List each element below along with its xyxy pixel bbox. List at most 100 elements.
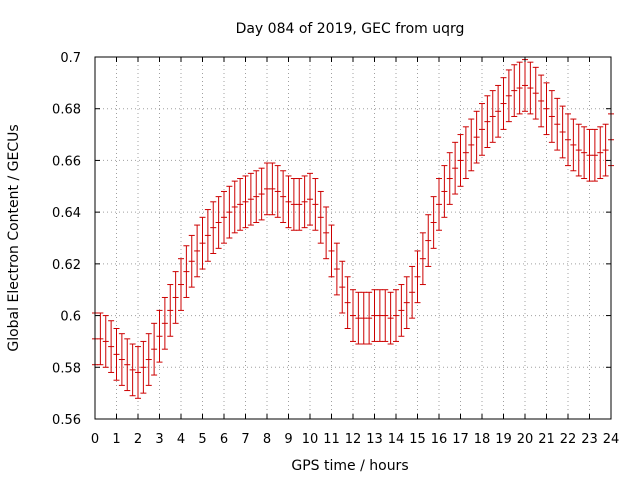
data-point <box>237 178 244 231</box>
data-point <box>124 338 131 392</box>
data-point <box>495 84 502 138</box>
data-point <box>135 346 141 399</box>
data-point <box>323 206 330 260</box>
x-tick-label: 17 <box>452 432 469 447</box>
x-tick-label: 9 <box>284 432 292 447</box>
data-point <box>328 224 335 278</box>
data-point <box>290 178 297 231</box>
data-point <box>543 82 550 136</box>
data-point <box>441 165 448 218</box>
data-point <box>333 242 340 296</box>
x-tick-label: 19 <box>495 432 512 447</box>
data-point <box>172 271 179 324</box>
x-tick-label: 6 <box>220 432 228 447</box>
data-point <box>532 66 539 120</box>
data-point <box>425 214 432 267</box>
x-tick-label: 22 <box>560 432 577 447</box>
data-point <box>253 170 260 223</box>
data-point <box>452 141 459 195</box>
data-point <box>221 190 227 244</box>
y-tick-label: 0.7 <box>60 51 81 66</box>
y-tick-label: 0.68 <box>52 103 81 118</box>
data-point <box>409 265 416 319</box>
x-tick-label: 12 <box>345 432 362 447</box>
data-point <box>118 333 125 386</box>
x-tick-label: 20 <box>517 432 534 447</box>
data-point <box>156 309 163 363</box>
y-tick-label: 0.62 <box>52 258 81 273</box>
data-point <box>565 113 571 167</box>
data-point <box>129 343 136 397</box>
data-point <box>145 333 152 386</box>
data-point <box>403 276 410 329</box>
x-tick-label: 24 <box>603 432 620 447</box>
x-tick-label: 18 <box>474 432 491 447</box>
data-point <box>215 196 222 249</box>
data-point <box>505 69 512 123</box>
y-axis-label: Global Electron Content / GECUs <box>6 124 22 351</box>
data-point <box>570 118 577 172</box>
data-point <box>500 77 507 130</box>
data-point <box>264 162 270 216</box>
data-point <box>446 152 453 205</box>
x-tick-label: 15 <box>409 432 426 447</box>
x-tick-label: 0 <box>91 432 99 447</box>
chart-title: Day 084 of 2019, GEC from uqrg <box>236 21 465 37</box>
y-tick-label: 0.56 <box>52 413 81 428</box>
data-point <box>516 61 523 115</box>
data-point <box>194 224 201 278</box>
data-point <box>419 232 426 286</box>
y-tick-label: 0.58 <box>52 361 81 376</box>
data-point <box>280 170 287 223</box>
x-axis-label: GPS time / hours <box>291 458 408 474</box>
data-point <box>393 289 399 342</box>
data-point <box>247 172 254 226</box>
data-point <box>602 123 609 177</box>
data-point <box>581 126 588 180</box>
data-point <box>97 312 104 366</box>
data-point <box>522 59 528 112</box>
data-point <box>484 95 491 148</box>
x-tick-label: 23 <box>581 432 598 447</box>
data-point <box>344 276 351 329</box>
data-point <box>591 128 598 182</box>
grid <box>95 57 611 419</box>
series-gec <box>92 59 614 399</box>
axis-ticks: 0 1 2 3 4 5 6 7 8 9 10 11 12 13 14 15 16 17 18 19 20 21 22 23 24… <box>52 51 619 447</box>
data-point <box>554 97 561 151</box>
data-point <box>382 289 389 342</box>
data-point <box>430 196 437 249</box>
data-point <box>462 126 469 180</box>
x-tick-label: 8 <box>263 432 271 447</box>
data-point <box>102 315 109 368</box>
data-point <box>398 284 405 337</box>
data-point <box>210 201 217 255</box>
data-point <box>269 162 276 216</box>
data-point <box>457 134 464 187</box>
data-point <box>479 103 485 156</box>
data-point <box>350 289 356 342</box>
data-point <box>339 260 346 314</box>
data-point <box>473 110 480 164</box>
data-point <box>296 178 303 231</box>
data-point <box>355 291 362 345</box>
data-point <box>527 61 534 115</box>
data-point <box>387 291 394 345</box>
data-point <box>586 128 593 182</box>
y-tick-label: 0.64 <box>52 206 81 221</box>
data-point <box>183 245 190 298</box>
data-point <box>167 284 174 337</box>
data-point <box>301 175 308 229</box>
data-point <box>140 340 147 394</box>
data-point <box>371 289 378 342</box>
data-point <box>548 90 555 143</box>
x-tick-label: 21 <box>538 432 555 447</box>
y-tick-label: 0.6 <box>60 310 81 325</box>
data-point <box>597 126 604 180</box>
data-point <box>376 289 383 342</box>
data-point <box>151 322 158 376</box>
data-point <box>231 180 238 234</box>
data-point <box>226 185 233 239</box>
x-tick-label: 4 <box>177 432 185 447</box>
